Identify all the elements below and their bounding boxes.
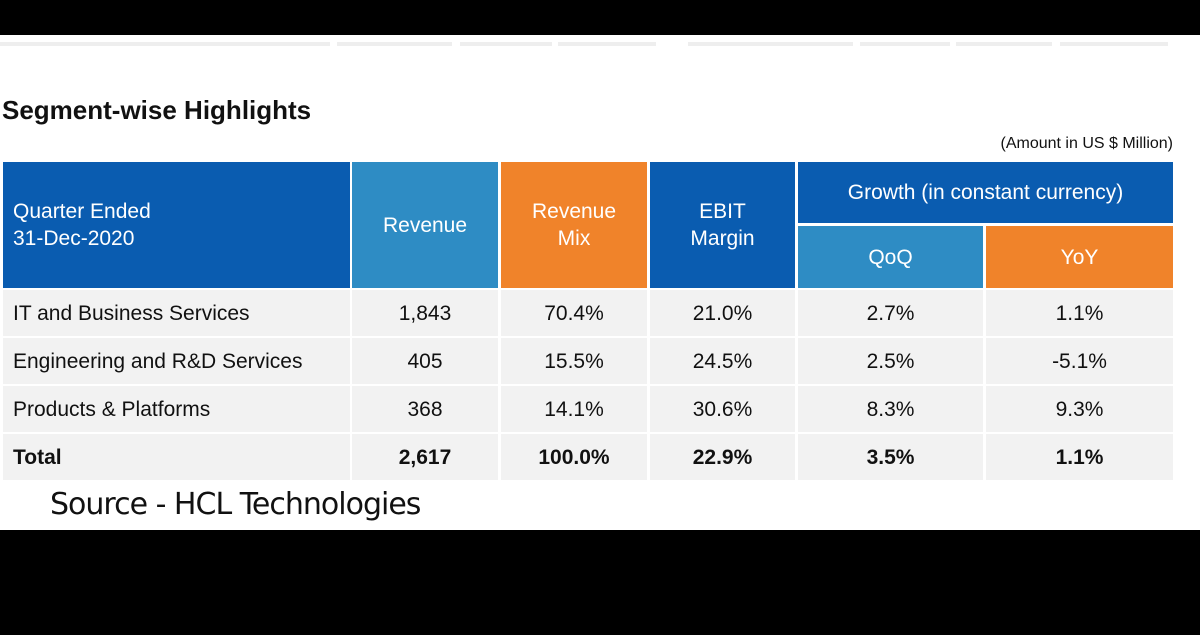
table-cell: YoY bbox=[986, 226, 1173, 288]
previous-table-edge bbox=[337, 42, 452, 46]
cell-text: Growth (in constant currency) bbox=[847, 181, 1124, 204]
table-cell: EBIT Margin bbox=[650, 162, 795, 288]
table-cell: 21.0% bbox=[650, 290, 795, 336]
sheet: Segment-wise Highlights (Amount in US $ … bbox=[0, 35, 1200, 530]
cell-text: 70.4% bbox=[544, 301, 604, 325]
cell-text: 1,843 bbox=[398, 301, 452, 325]
table-cell: 3.5% bbox=[798, 434, 983, 480]
cell-text: 100.0% bbox=[538, 445, 610, 469]
table-cell: 2.5% bbox=[798, 338, 983, 384]
previous-table-edge bbox=[558, 42, 656, 46]
cell-text: QoQ bbox=[868, 245, 913, 269]
cell-text: 3.5% bbox=[866, 445, 915, 469]
cell-text: -5.1% bbox=[1052, 349, 1107, 373]
cell-text: YoY bbox=[1060, 245, 1099, 269]
table-cell: 1,843 bbox=[352, 290, 498, 336]
table-cell: 15.5% bbox=[501, 338, 647, 384]
cell-text: Total bbox=[13, 445, 62, 469]
cell-text: EBIT bbox=[699, 200, 746, 223]
cell-text: IT and Business Services bbox=[13, 301, 250, 325]
table-cell: Revenue bbox=[352, 162, 498, 288]
cell-text: Mix bbox=[557, 227, 591, 250]
cell-text: Revenue bbox=[382, 213, 468, 237]
table-cell: 70.4% bbox=[501, 290, 647, 336]
cell-text: 368 bbox=[407, 397, 443, 421]
previous-table-edge bbox=[956, 42, 1052, 46]
table-cell: IT and Business Services bbox=[3, 290, 350, 336]
cell-text: Revenue bbox=[531, 200, 617, 223]
cell-text: 1.1% bbox=[1055, 301, 1104, 325]
previous-table-edge bbox=[1060, 42, 1168, 46]
table-cell: Quarter Ended 31-Dec-2020 bbox=[3, 162, 350, 288]
previous-table-edge bbox=[860, 42, 950, 46]
table-cell: 405 bbox=[352, 338, 498, 384]
cell-text: 24.5% bbox=[692, 349, 753, 373]
table-cell: 2,617 bbox=[352, 434, 498, 480]
cell-text: 22.9% bbox=[692, 445, 753, 469]
cell-text: 9.3% bbox=[1055, 397, 1104, 421]
table-cell: Products & Platforms bbox=[3, 386, 350, 432]
cell-text: Engineering and R&D Services bbox=[13, 349, 303, 373]
cell-text: 2,617 bbox=[398, 445, 452, 469]
cell-text: Quarter Ended bbox=[13, 200, 151, 223]
cell-text: 2.5% bbox=[866, 349, 915, 373]
table-cell: Revenue Mix bbox=[501, 162, 647, 288]
cell-text: Products & Platforms bbox=[13, 397, 211, 421]
table-cell: 2.7% bbox=[798, 290, 983, 336]
table-cell: 22.9% bbox=[650, 434, 795, 480]
table-cell: 14.1% bbox=[501, 386, 647, 432]
table-cell: 368 bbox=[352, 386, 498, 432]
table-cell: Growth (in constant currency) bbox=[798, 162, 1173, 223]
cell-text: 8.3% bbox=[866, 397, 915, 421]
cell-text: 31-Dec-2020 bbox=[13, 227, 135, 250]
cell-text: 30.6% bbox=[692, 397, 753, 421]
cell-text: 2.7% bbox=[866, 301, 915, 325]
table-cell: 24.5% bbox=[650, 338, 795, 384]
cell-text: 405 bbox=[407, 349, 443, 373]
previous-table-edge bbox=[460, 42, 552, 46]
cell-text: 14.1% bbox=[544, 397, 604, 421]
table-cell: 30.6% bbox=[650, 386, 795, 432]
previous-table-edge bbox=[0, 42, 330, 46]
unit-note: (Amount in US $ Million) bbox=[1000, 135, 1174, 152]
table-cell: 9.3% bbox=[986, 386, 1173, 432]
table-cell: 1.1% bbox=[986, 434, 1173, 480]
table-cell: 100.0% bbox=[501, 434, 647, 480]
table-cell: QoQ bbox=[798, 226, 983, 288]
title: Segment-wise Highlights bbox=[2, 95, 312, 125]
table-cell: -5.1% bbox=[986, 338, 1173, 384]
cell-text: 15.5% bbox=[544, 349, 604, 373]
cell-text: 1.1% bbox=[1055, 445, 1104, 469]
table-cell: 8.3% bbox=[798, 386, 983, 432]
previous-table-edge bbox=[688, 42, 853, 46]
cell-text: Margin bbox=[690, 227, 755, 250]
table-cell: Total bbox=[3, 434, 350, 480]
source: Source - HCL Technologies bbox=[50, 487, 421, 522]
table-cell: Engineering and R&D Services bbox=[3, 338, 350, 384]
table-cell: 1.1% bbox=[986, 290, 1173, 336]
cell-text: 21.0% bbox=[692, 301, 753, 325]
